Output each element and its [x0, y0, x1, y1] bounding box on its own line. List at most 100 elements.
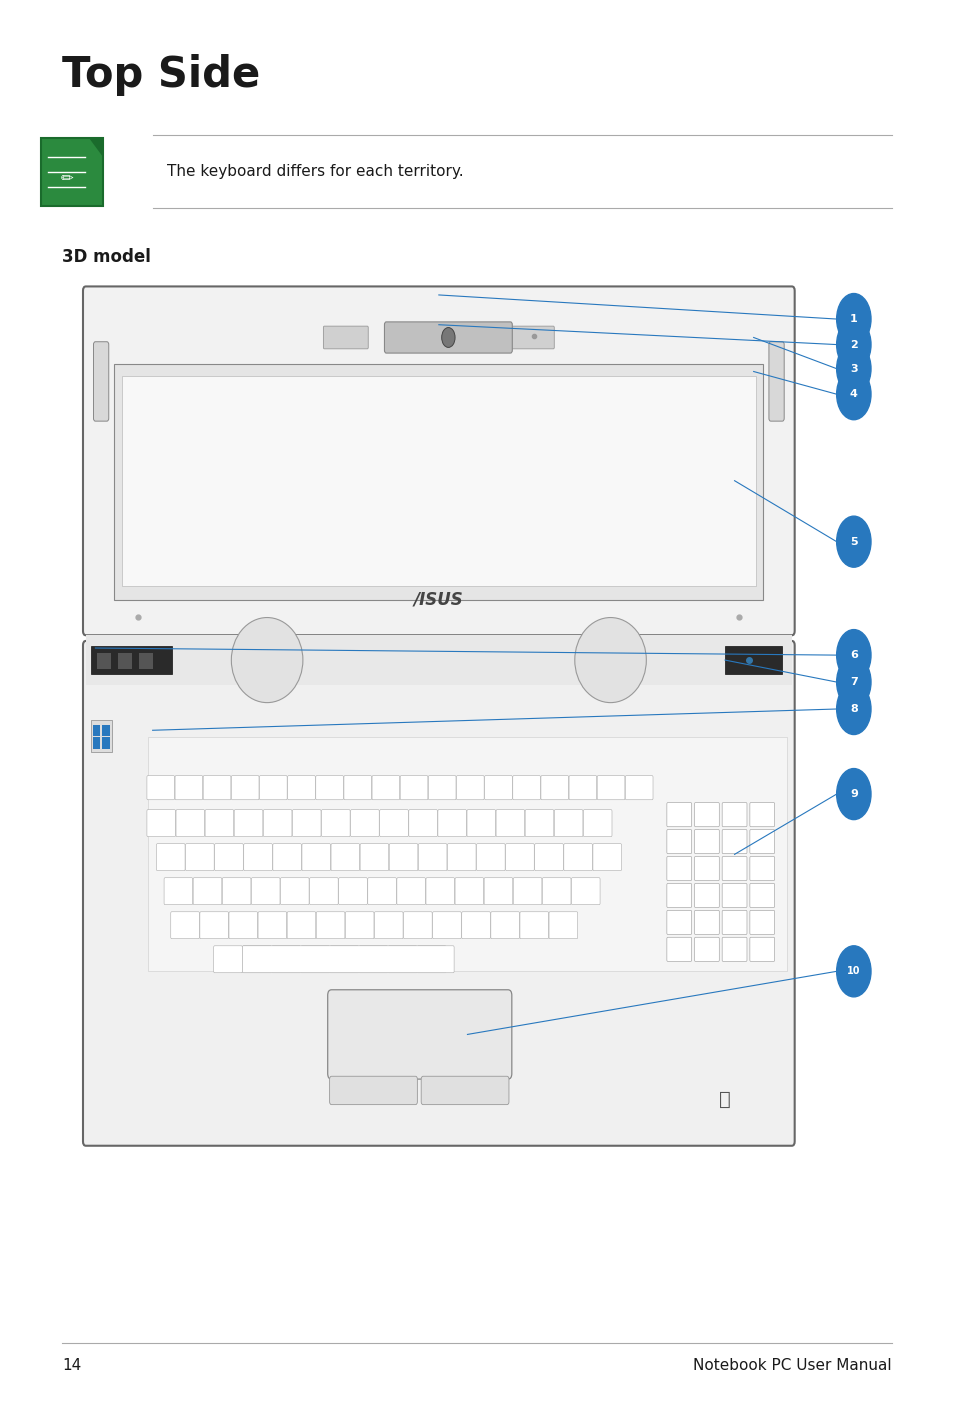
FancyBboxPatch shape	[242, 946, 454, 973]
FancyBboxPatch shape	[358, 946, 387, 973]
FancyBboxPatch shape	[749, 856, 774, 881]
FancyBboxPatch shape	[496, 810, 524, 837]
FancyBboxPatch shape	[309, 878, 337, 905]
FancyBboxPatch shape	[205, 810, 233, 837]
FancyBboxPatch shape	[147, 810, 175, 837]
FancyBboxPatch shape	[396, 878, 425, 905]
Text: ⛭: ⛭	[719, 1089, 730, 1109]
FancyBboxPatch shape	[403, 912, 432, 939]
FancyBboxPatch shape	[554, 810, 582, 837]
FancyBboxPatch shape	[384, 322, 512, 353]
FancyBboxPatch shape	[666, 883, 691, 908]
FancyBboxPatch shape	[251, 878, 280, 905]
FancyBboxPatch shape	[259, 776, 287, 800]
FancyBboxPatch shape	[721, 856, 746, 881]
FancyBboxPatch shape	[624, 776, 652, 800]
FancyBboxPatch shape	[721, 803, 746, 827]
FancyBboxPatch shape	[666, 803, 691, 827]
FancyBboxPatch shape	[432, 912, 460, 939]
FancyBboxPatch shape	[524, 810, 553, 837]
FancyBboxPatch shape	[416, 946, 445, 973]
Text: 1: 1	[849, 313, 857, 325]
FancyBboxPatch shape	[102, 737, 110, 749]
FancyBboxPatch shape	[519, 912, 548, 939]
FancyBboxPatch shape	[592, 844, 621, 871]
Circle shape	[836, 516, 870, 567]
FancyBboxPatch shape	[118, 652, 132, 669]
FancyBboxPatch shape	[93, 342, 109, 421]
FancyBboxPatch shape	[666, 937, 691, 961]
FancyBboxPatch shape	[541, 878, 570, 905]
FancyBboxPatch shape	[91, 720, 112, 752]
FancyBboxPatch shape	[345, 912, 374, 939]
FancyBboxPatch shape	[420, 1076, 508, 1105]
FancyBboxPatch shape	[372, 776, 399, 800]
FancyBboxPatch shape	[417, 844, 446, 871]
FancyBboxPatch shape	[214, 844, 243, 871]
FancyBboxPatch shape	[273, 844, 301, 871]
FancyBboxPatch shape	[721, 910, 746, 934]
Text: Top Side: Top Side	[62, 54, 260, 96]
Text: 7: 7	[849, 676, 857, 688]
Circle shape	[836, 369, 870, 420]
FancyBboxPatch shape	[694, 910, 719, 934]
FancyBboxPatch shape	[272, 946, 300, 973]
FancyBboxPatch shape	[399, 776, 427, 800]
FancyBboxPatch shape	[749, 830, 774, 854]
FancyBboxPatch shape	[83, 641, 794, 1146]
FancyBboxPatch shape	[694, 803, 719, 827]
FancyBboxPatch shape	[231, 776, 258, 800]
FancyBboxPatch shape	[563, 844, 592, 871]
Text: The keyboard differs for each territory.: The keyboard differs for each territory.	[167, 164, 463, 179]
FancyBboxPatch shape	[242, 946, 271, 973]
FancyBboxPatch shape	[721, 883, 746, 908]
FancyBboxPatch shape	[263, 810, 292, 837]
FancyBboxPatch shape	[351, 810, 378, 837]
FancyBboxPatch shape	[185, 844, 213, 871]
FancyBboxPatch shape	[447, 844, 476, 871]
FancyBboxPatch shape	[437, 810, 466, 837]
Text: 5: 5	[849, 536, 857, 547]
FancyBboxPatch shape	[694, 856, 719, 881]
FancyBboxPatch shape	[41, 138, 103, 206]
Circle shape	[836, 946, 870, 997]
FancyBboxPatch shape	[338, 878, 367, 905]
FancyBboxPatch shape	[91, 647, 172, 675]
Text: ✏: ✏	[60, 172, 73, 186]
Polygon shape	[90, 138, 103, 157]
FancyBboxPatch shape	[329, 1076, 416, 1105]
FancyBboxPatch shape	[203, 776, 231, 800]
FancyBboxPatch shape	[316, 912, 345, 939]
FancyBboxPatch shape	[288, 776, 314, 800]
FancyBboxPatch shape	[323, 326, 368, 349]
FancyBboxPatch shape	[175, 810, 204, 837]
Text: 9: 9	[849, 788, 857, 800]
FancyBboxPatch shape	[174, 776, 202, 800]
FancyBboxPatch shape	[768, 342, 783, 421]
Circle shape	[836, 343, 870, 394]
FancyBboxPatch shape	[139, 652, 152, 669]
FancyBboxPatch shape	[568, 776, 597, 800]
FancyBboxPatch shape	[331, 844, 359, 871]
FancyBboxPatch shape	[540, 776, 568, 800]
Text: 10: 10	[846, 966, 860, 977]
FancyBboxPatch shape	[513, 878, 541, 905]
FancyBboxPatch shape	[666, 910, 691, 934]
FancyBboxPatch shape	[315, 776, 343, 800]
FancyBboxPatch shape	[287, 912, 315, 939]
FancyBboxPatch shape	[425, 878, 454, 905]
FancyBboxPatch shape	[721, 937, 746, 961]
FancyBboxPatch shape	[467, 810, 496, 837]
FancyBboxPatch shape	[92, 725, 100, 736]
FancyBboxPatch shape	[359, 844, 389, 871]
FancyBboxPatch shape	[343, 776, 371, 800]
Ellipse shape	[574, 618, 645, 703]
FancyBboxPatch shape	[491, 912, 518, 939]
FancyBboxPatch shape	[749, 910, 774, 934]
FancyBboxPatch shape	[512, 776, 539, 800]
FancyBboxPatch shape	[749, 803, 774, 827]
FancyBboxPatch shape	[102, 725, 110, 736]
FancyBboxPatch shape	[114, 364, 762, 600]
FancyBboxPatch shape	[428, 776, 456, 800]
FancyBboxPatch shape	[83, 286, 794, 635]
